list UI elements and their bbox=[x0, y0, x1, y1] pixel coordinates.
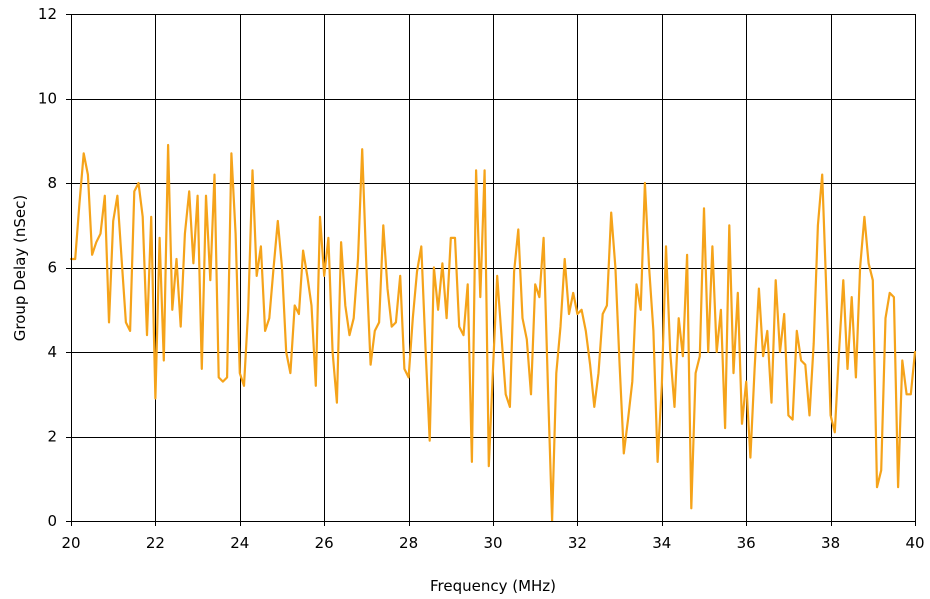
x-tick-label: 32 bbox=[568, 534, 587, 552]
y-tick-label: 4 bbox=[47, 343, 57, 361]
x-tick-label: 34 bbox=[652, 534, 671, 552]
x-tick-label: 26 bbox=[315, 534, 334, 552]
x-tick-label: 40 bbox=[905, 534, 924, 552]
x-tick-label: 22 bbox=[146, 534, 165, 552]
group-delay-series-line bbox=[69, 143, 917, 523]
y-tick-label: 6 bbox=[47, 259, 57, 277]
y-tick-label: 10 bbox=[38, 90, 57, 108]
y-tick-label: 8 bbox=[47, 174, 57, 192]
x-tick-label: 38 bbox=[821, 534, 840, 552]
y-tick-label: 12 bbox=[38, 5, 57, 23]
x-tick-label: 36 bbox=[737, 534, 756, 552]
x-tick-label: 20 bbox=[61, 534, 80, 552]
y-tick-label: 0 bbox=[47, 512, 57, 530]
axes bbox=[66, 14, 916, 526]
y-tick-label: 2 bbox=[47, 428, 57, 446]
x-tick-label: 28 bbox=[399, 534, 418, 552]
x-axis-title: Frequency (MHz) bbox=[430, 577, 556, 595]
x-tick-label: 30 bbox=[483, 534, 502, 552]
y-axis-title: Group Delay (nSec) bbox=[11, 195, 29, 341]
x-tick-label: 24 bbox=[230, 534, 249, 552]
series-layer bbox=[69, 143, 917, 523]
grid bbox=[71, 14, 916, 522]
